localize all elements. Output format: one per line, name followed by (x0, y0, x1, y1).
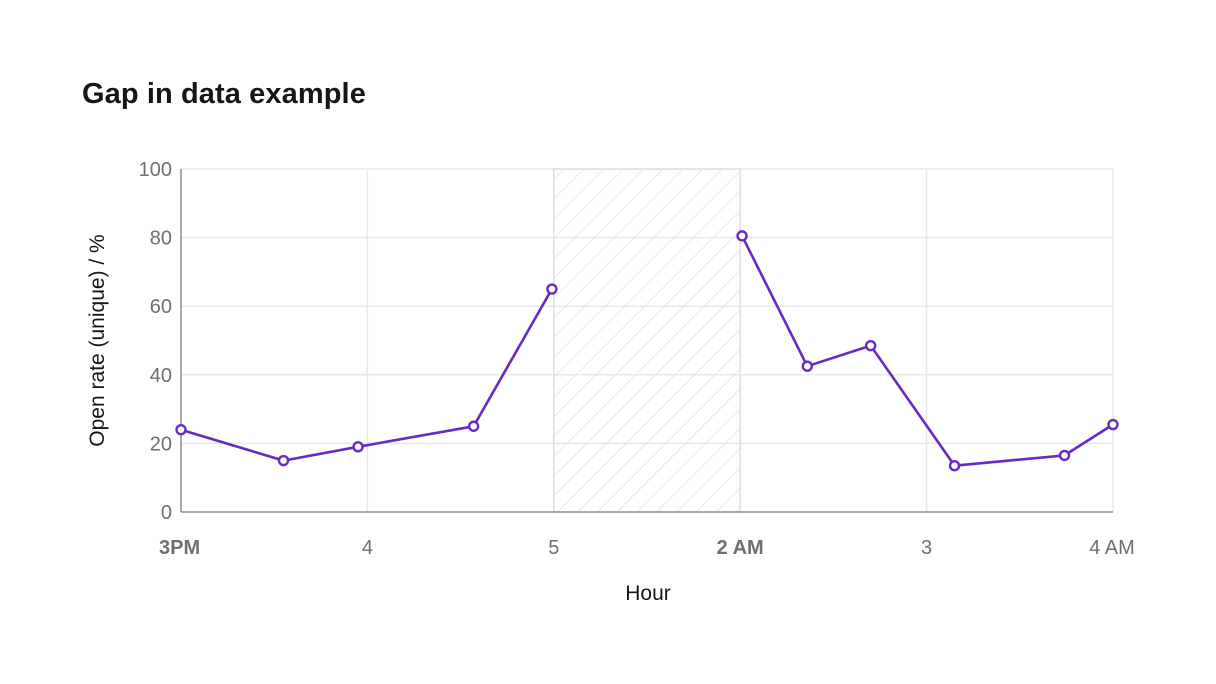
data-point[interactable] (801, 360, 814, 372)
y-tick-label: 60 (150, 296, 172, 318)
gap-region (553, 168, 741, 513)
y-tick-label: 80 (150, 228, 172, 250)
data-point[interactable] (546, 283, 558, 295)
data-point[interactable] (277, 454, 290, 467)
series-line-segment-2 (740, 234, 1115, 467)
gap-band (553, 168, 741, 513)
axes (180, 169, 1113, 513)
data-point[interactable] (736, 230, 748, 242)
data-point[interactable] (1107, 418, 1119, 431)
x-axis-label: Hour (625, 582, 671, 605)
y-tick-label: 20 (150, 433, 172, 455)
x-tick-label: 5 (548, 537, 559, 559)
y-tick-label: 100 (139, 159, 172, 181)
x-tick-label: 4 (362, 537, 373, 559)
chart-title: Gap in data example (82, 78, 366, 110)
data-point[interactable] (352, 441, 364, 453)
y-axis-label: Open rate (unique) / % (86, 234, 109, 446)
x-tick-label: 2 AM (717, 537, 764, 559)
y-axis-ticks: 0 20 40 60 80 100 (139, 159, 172, 524)
series (175, 230, 1119, 472)
y-tick-label: 40 (150, 365, 172, 387)
data-point[interactable] (175, 423, 187, 436)
data-point[interactable] (467, 420, 480, 432)
x-tick-label: 3 (921, 537, 932, 559)
x-axis-ticks: 3PM 4 5 2 AM 3 4 AM (159, 537, 1135, 559)
data-point[interactable] (864, 339, 877, 352)
data-point[interactable] (1058, 449, 1071, 462)
y-tick-label: 0 (161, 502, 172, 524)
x-tick-label: 4 AM (1089, 537, 1135, 559)
x-tick-label: 3PM (159, 537, 200, 559)
data-point[interactable] (948, 459, 961, 472)
